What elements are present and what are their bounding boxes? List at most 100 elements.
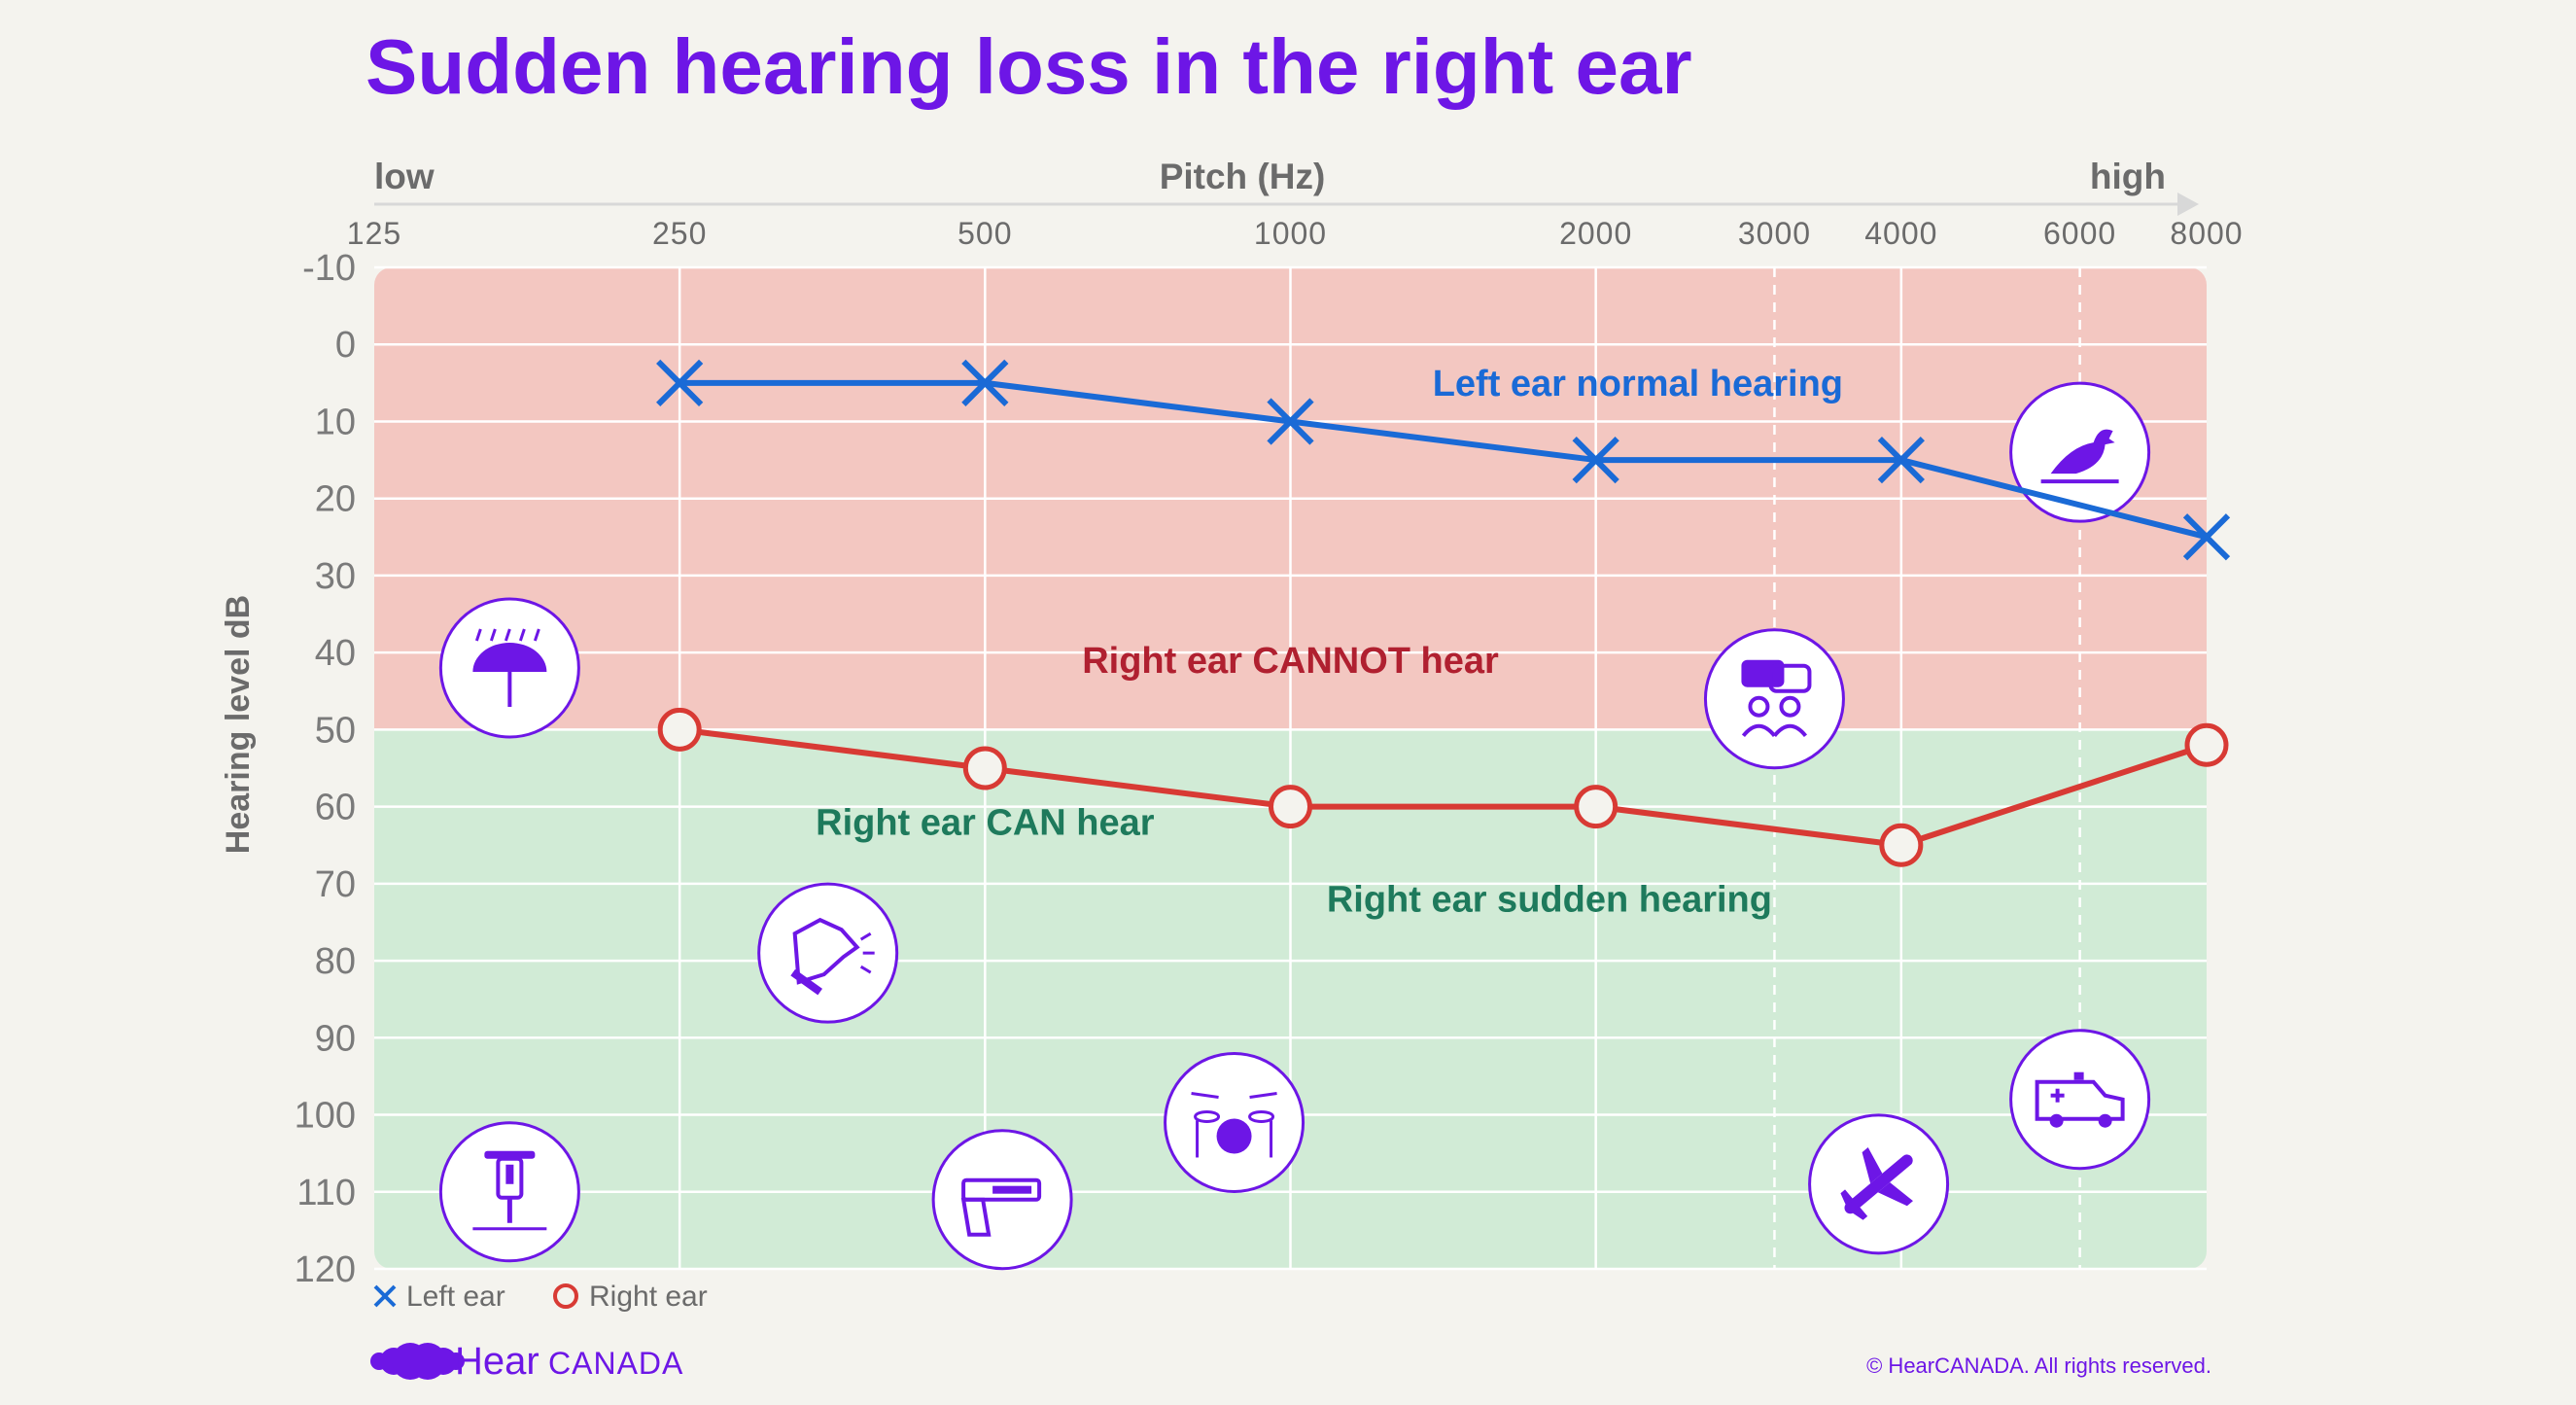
x-tick-labels: 125 250 500 1000 2000 3000 4000 6000 8000 [347,216,2243,251]
x-tick-label: 125 [347,216,401,251]
wheel-front [2098,1113,2112,1128]
airplane-fuselage [1844,1154,1913,1214]
jackhammer-icon [438,1121,580,1263]
handgun-icon [931,1129,1073,1271]
left-ear-marker [1267,398,1314,445]
marker-stroke [2182,513,2231,561]
bird-icon [2009,381,2151,523]
x-axis-low-label: low [374,157,435,196]
jackhammer-handle [484,1150,536,1159]
y-tick-label: 110 [296,1173,356,1213]
bird-body [2050,429,2115,474]
left-ear-marker [656,359,704,406]
airplane-shape [1840,1146,1913,1220]
airplane-icon [1808,1113,1950,1255]
dog-collar [790,968,822,996]
gun-slide [961,1177,1042,1202]
y-tick-label: 80 [315,941,356,982]
x-axis-arrow-head [2177,193,2199,216]
marker-stroke [1267,398,1314,445]
speech-bubble-2 [1768,663,1812,693]
left-ear-marker [2182,513,2231,561]
bass-drum [1216,1118,1252,1154]
person-bodies [1741,723,1808,738]
x-axis-high-label: high [2090,157,2166,196]
person-head-1 [1748,695,1770,718]
wheel-back [2049,1113,2064,1128]
brand-name-canada: CANADA [548,1346,683,1381]
icon-badge [438,1121,580,1263]
right-ear-marker [1574,785,1619,829]
marker-stroke [1877,436,1925,484]
right-ear-marker [962,746,1007,790]
rain-drop [504,628,511,642]
jackhammer-window [505,1164,514,1184]
y-tick-label: 40 [315,633,356,674]
x-tick-label: 250 [652,216,707,251]
x-tick-label: 8000 [2170,216,2243,251]
x-tick-label: 2000 [1559,216,1632,251]
y-tick-labels: -10 0 10 20 30 40 50 60 70 80 90 100 110 120 [295,248,356,1290]
rain-drop [518,628,526,642]
icon-badge [757,882,899,1024]
legend-right-ear-marker [553,1283,578,1309]
legend: Left ear Right ear [373,1281,708,1313]
rain-drop [533,628,540,642]
x-tick-label: 6000 [2043,216,2116,251]
marker-stroke [961,359,1009,406]
brand-logo: Hear CANADA [370,1340,683,1383]
left-ear-line [679,379,2208,541]
y-tick-label: 30 [315,556,356,597]
cross-v [2055,1088,2060,1103]
annotation-label: Left ear normal hearing [1433,364,1843,404]
sound-example-icons [438,381,2151,1271]
person-head-2 [1779,695,1801,718]
y-tick-label: 70 [315,864,356,905]
icon-badge [1703,628,1845,770]
brand-name-hear: Hear [455,1340,540,1383]
legend-left-ear-marker [373,1284,397,1308]
rain-drop [489,628,497,642]
x-tick-label: 4000 [1864,216,1937,251]
x-tick-label: 3000 [1738,216,1811,251]
y-tick-label: -10 [302,248,356,289]
right-ear-marker [1879,823,1924,867]
legend-left-ear-label: Left ear [406,1281,505,1313]
right-ear-line [679,726,2208,849]
gun-grip [960,1197,992,1237]
y-tick-label: 0 [335,325,356,366]
y-tick-label: 20 [315,479,356,520]
right-ear-marker [657,707,702,752]
legend-right-ear-label: Right ear [589,1281,708,1313]
airplane-tail [1840,1189,1868,1220]
sound-wave-icon [370,1343,465,1380]
left-ear-marker [961,359,1009,406]
bark-line [859,931,872,941]
marker-stroke [656,359,704,406]
drum-kit-icon [1164,1051,1305,1193]
x-axis-header: low Pitch (Hz) high [374,157,2199,216]
cymbal-left [1191,1091,1219,1099]
rain-umbrella-icon [438,597,580,739]
marker-stroke [1572,436,1619,484]
right-ear-marker [2184,722,2229,767]
annotation-label: Right ear sudden hearing [1327,880,1772,921]
annotation-label: Right ear CANNOT hear [1082,641,1499,682]
y-tick-label: 50 [315,710,356,751]
y-tick-label: 120 [295,1249,356,1290]
right-ear-marker [1269,785,1312,829]
y-axis-title: Hearing level dB [220,595,257,854]
annotation-label: Right ear CAN hear [816,802,1155,843]
rain-drop [474,628,482,642]
chart-title: Sudden hearing loss in the right ear [366,23,1692,110]
icon-badge [2009,1029,2151,1171]
ambulance-body [2035,1079,2125,1121]
x-axis-title: Pitch (Hz) [1160,157,1326,196]
left-ear-marker [1572,436,1619,484]
conversation-icon [1703,628,1845,770]
y-tick-label: 100 [295,1096,356,1137]
y-tick-label: 10 [315,402,356,442]
tom-right [1248,1109,1275,1123]
left-ear-marker [1877,436,1925,484]
